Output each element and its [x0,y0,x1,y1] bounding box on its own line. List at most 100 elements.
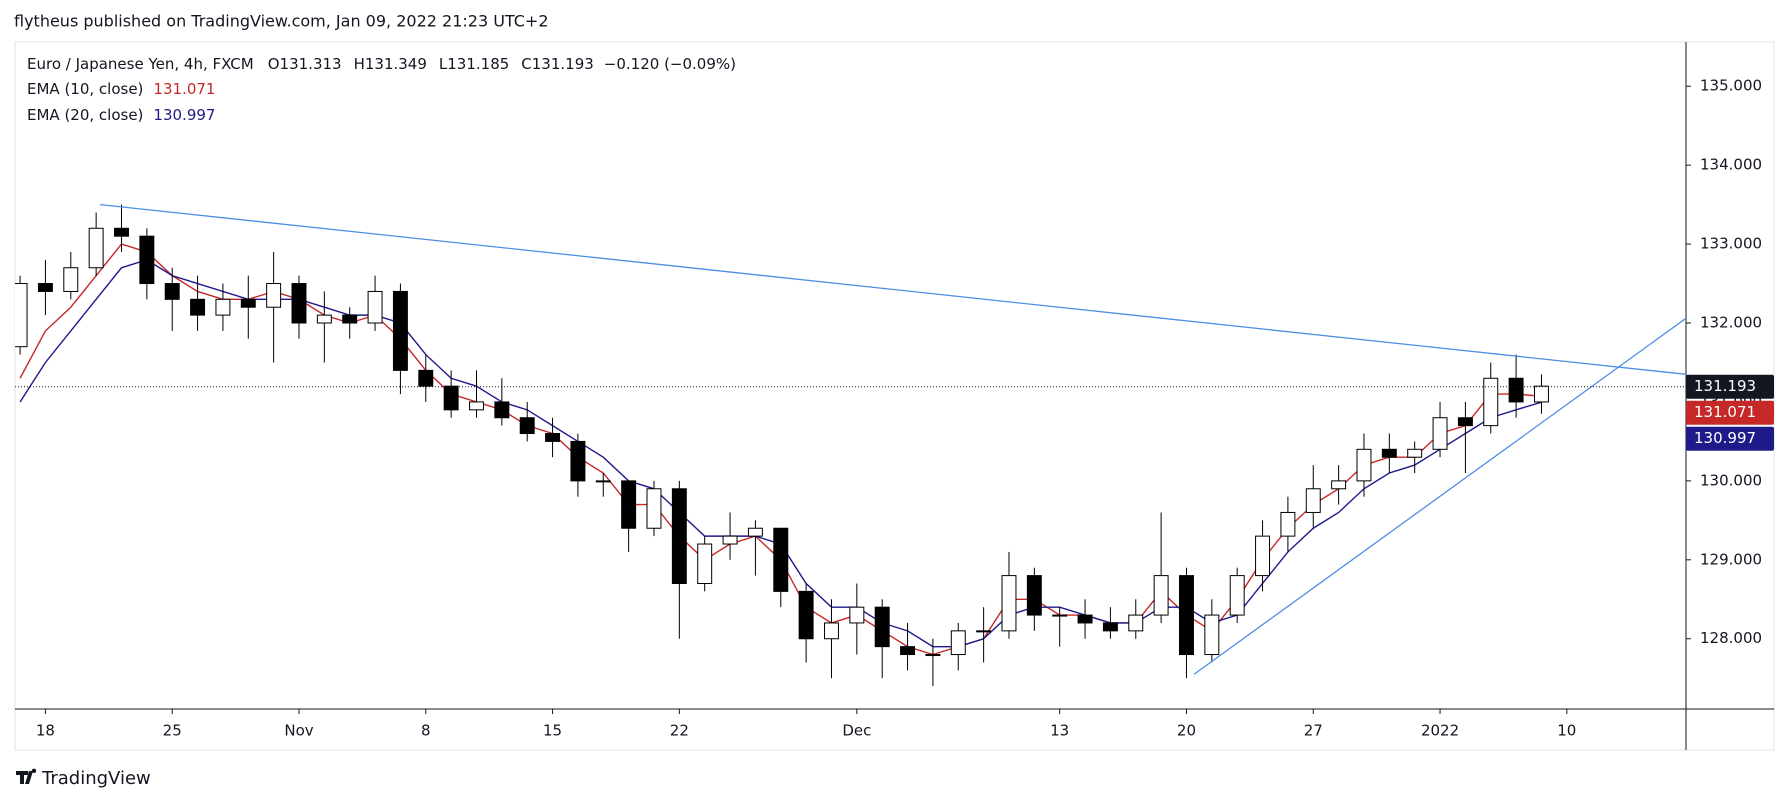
legend-ema-name: EMA (20, close) [27,106,143,124]
candle-body [976,630,992,633]
y-tick-label: 129.000 [1700,550,1762,568]
candle-body [1255,535,1271,577]
x-tick-label: 27 [1304,722,1323,740]
symbol-title: Euro / Japanese Yen, 4h, FXCM [27,55,254,73]
x-tick-label: 22 [670,722,689,740]
candle-body [1052,614,1068,617]
candle-body [1128,614,1144,632]
candle-body [1001,575,1017,632]
price-change: −0.120 (−0.09%) [604,55,736,73]
candle-body [798,590,814,640]
candle-body [519,417,535,435]
candle-body [1280,511,1296,537]
candle-body [925,654,941,657]
x-tick-label: 13 [1050,722,1069,740]
price-tag [1686,400,1774,425]
y-tick-label: 132.000 [1700,314,1762,332]
price-tag-label: 130.997 [1694,429,1756,447]
candle-body [469,401,484,411]
candle-body [1229,575,1245,616]
logo-mark [16,768,37,784]
candle-body [1508,377,1524,403]
candle-body [646,488,662,529]
ohlc-value: 131.193 [532,55,594,73]
trendline [1193,317,1686,675]
candle-body [900,646,916,656]
candle-body [291,283,307,324]
candle-body [240,298,256,308]
y-tick-label: 128.000 [1700,629,1762,647]
x-tick-label: 10 [1557,722,1576,740]
candle-body [139,235,155,285]
candle-body [1026,575,1042,616]
candle-body [494,401,510,419]
candle-body [747,527,763,537]
candle-body [570,440,586,482]
candle-body [849,606,865,624]
candle-body [1407,448,1423,458]
candle-body [1381,448,1397,458]
price-tag [1686,426,1774,451]
candle-body [418,369,434,387]
candle-body [1305,488,1321,513]
candle-body [164,283,180,300]
candle-body [595,480,611,483]
candle-body [316,314,332,324]
candle-body [367,290,383,324]
candle-body [950,630,966,656]
candle-body [63,267,79,292]
brand-name: TradingView [41,768,151,789]
candle-body [874,606,890,648]
legend-ema: EMA (10, close) 131.071 [27,80,215,98]
candle-body [621,480,637,529]
candle-body [671,488,687,584]
x-tick-label: 25 [163,722,182,740]
x-tick-label: 8 [421,722,431,740]
candle-body [15,283,28,348]
candle-body [392,290,408,371]
candle-body [697,543,713,584]
ohlc-letter: C [521,55,531,73]
ohlc-letter: O [268,55,280,73]
candle-body [88,227,104,269]
y-tick-label: 135.000 [1700,77,1762,95]
tradingview-logo: TradingView [16,768,151,789]
ohlc-letter: L [439,55,448,73]
candle-body [1153,575,1169,616]
price-tag-label: 131.071 [1694,403,1756,421]
price-tag-label: 131.193 [1694,377,1756,395]
candle-body [824,622,839,640]
candle-body [1483,377,1499,427]
candle-body [1179,575,1194,656]
trendline [100,203,1686,375]
candle-body [1102,622,1118,632]
y-tick-label: 130.000 [1700,471,1762,489]
ohlc-value: 131.349 [365,55,427,73]
x-tick-label: Nov [284,722,313,740]
legend-ema: EMA (20, close) 130.997 [27,106,215,124]
legend-ema-value: 131.071 [153,80,215,98]
ohlc-letter: H [354,55,365,73]
candle-body [215,298,231,316]
x-tick-label: 20 [1177,722,1196,740]
candle-body [1533,385,1549,403]
candle-body [1077,614,1093,624]
x-tick-label: 18 [36,722,55,740]
legend-symbol: Euro / Japanese Yen, 4h, FXCM O131.313 H13… [27,55,736,73]
candle-body [1204,614,1220,656]
price-tag [1686,374,1774,399]
candle-body [190,298,206,316]
plot-area [15,203,1686,687]
ohlc-value: 131.313 [280,55,342,73]
candle-body [1331,480,1347,490]
candle-body [545,433,561,442]
candle-body [37,283,53,292]
candle-body [443,385,459,411]
y-tick-label: 134.000 [1700,156,1762,174]
candle-body [266,283,282,308]
candle-body [342,314,358,324]
x-tick-label: 2022 [1421,722,1459,740]
